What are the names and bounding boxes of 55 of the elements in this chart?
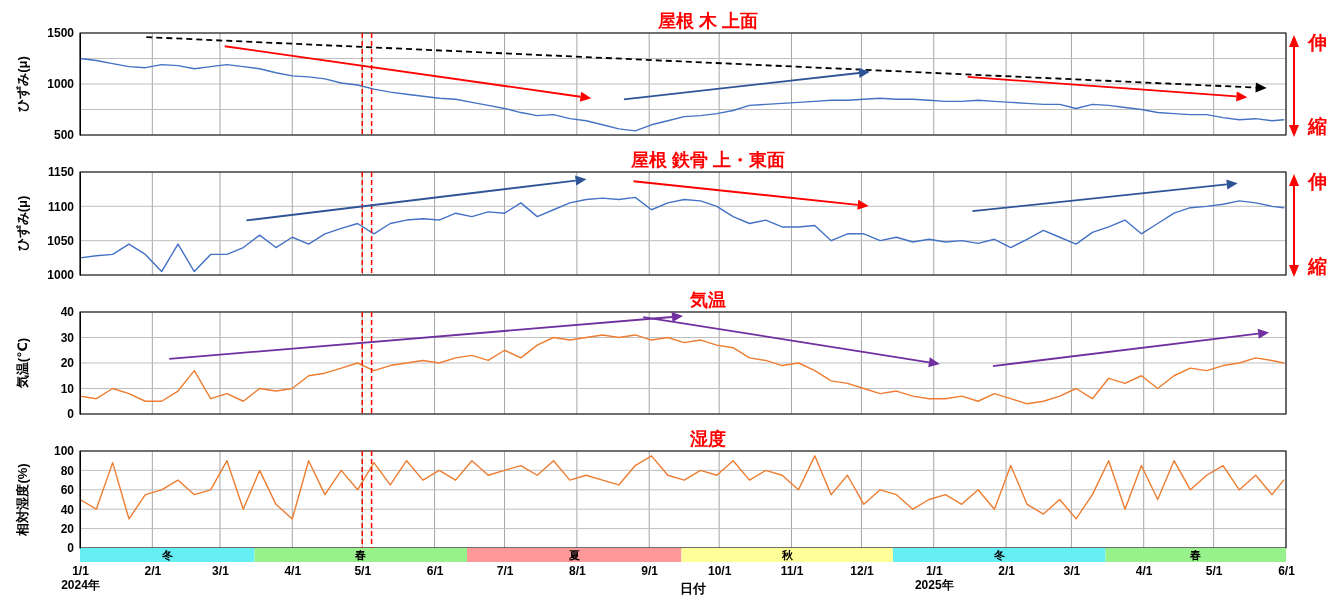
x-tick-label: 2/1 — [144, 563, 162, 578]
x-axis-title: 日付 — [680, 581, 706, 596]
x-tick-label: 4/1 — [1135, 563, 1153, 578]
y-tick-label: 30 — [60, 330, 75, 345]
y-tick-label: 1150 — [47, 165, 75, 180]
text: 秋 — [780, 549, 794, 561]
text: 伸 — [1306, 32, 1327, 53]
text: 冬 — [992, 549, 1005, 561]
y-tick-label: 20 — [60, 356, 75, 371]
y-tick-label: 1100 — [47, 199, 75, 214]
y-tick-label: 20 — [60, 521, 75, 536]
text: 春 — [1189, 549, 1202, 561]
x-tick-label: 9/1 — [641, 563, 659, 578]
x-tick-label: 1/1 2025年 — [914, 563, 954, 592]
chart-title: 気温 — [689, 290, 726, 310]
x-tick-label: 4/1 — [284, 563, 302, 578]
y-tick-label: 40 — [60, 502, 75, 517]
x-tick-label: 10/1 — [707, 563, 732, 578]
text: 春 — [354, 549, 367, 561]
text: 縮 — [1306, 256, 1327, 277]
y-tick-label: 60 — [60, 483, 75, 498]
y-axis-title: 相対湿度(%) — [15, 463, 30, 537]
chart-title: 屋根 鉄骨 上・東面 — [629, 150, 786, 170]
chart-title: 湿度 — [689, 429, 726, 449]
chart-title: 屋根 木 上面 — [656, 11, 759, 31]
y-tick-label: 0 — [67, 541, 75, 556]
y-tick-label: 1000 — [47, 268, 75, 283]
x-tick-label: 12/1 — [850, 563, 874, 578]
x-tick-label: 6/1 — [1278, 563, 1296, 578]
text: 夏 — [567, 549, 580, 561]
y-tick-label: 10 — [60, 381, 75, 396]
x-tick-label: 5/1 — [1205, 563, 1223, 578]
x-tick-label: 2/1 — [998, 563, 1016, 578]
text: 冬 — [160, 549, 173, 561]
y-tick-label: 100 — [53, 444, 75, 459]
x-tick-label: 1/1 2024年 — [61, 563, 100, 592]
x-tick-label: 6/1 — [426, 563, 444, 578]
text: 伸 — [1306, 171, 1327, 192]
y-axis-title: ひずみ(μ) — [15, 56, 30, 112]
x-tick-label: 3/1 — [212, 563, 230, 578]
y-axis-title: ひずみ(μ) — [15, 195, 30, 252]
y-tick-label: 1000 — [47, 77, 75, 92]
text: 縮 — [1306, 116, 1327, 137]
y-tick-label: 40 — [60, 305, 75, 320]
y-axis-title: 気温(℃) — [15, 337, 30, 390]
y-tick-label: 500 — [53, 128, 75, 143]
x-tick-label: 5/1 — [354, 563, 372, 578]
x-tick-label: 8/1 — [569, 563, 587, 578]
y-tick-label: 1050 — [47, 234, 75, 249]
x-tick-label: 11/1 — [780, 563, 804, 578]
y-tick-label: 80 — [60, 463, 75, 478]
y-tick-label: 0 — [67, 407, 75, 422]
y-tick-label: 1500 — [47, 26, 75, 41]
x-tick-label: 7/1 — [496, 563, 514, 578]
x-tick-label: 3/1 — [1063, 563, 1081, 578]
